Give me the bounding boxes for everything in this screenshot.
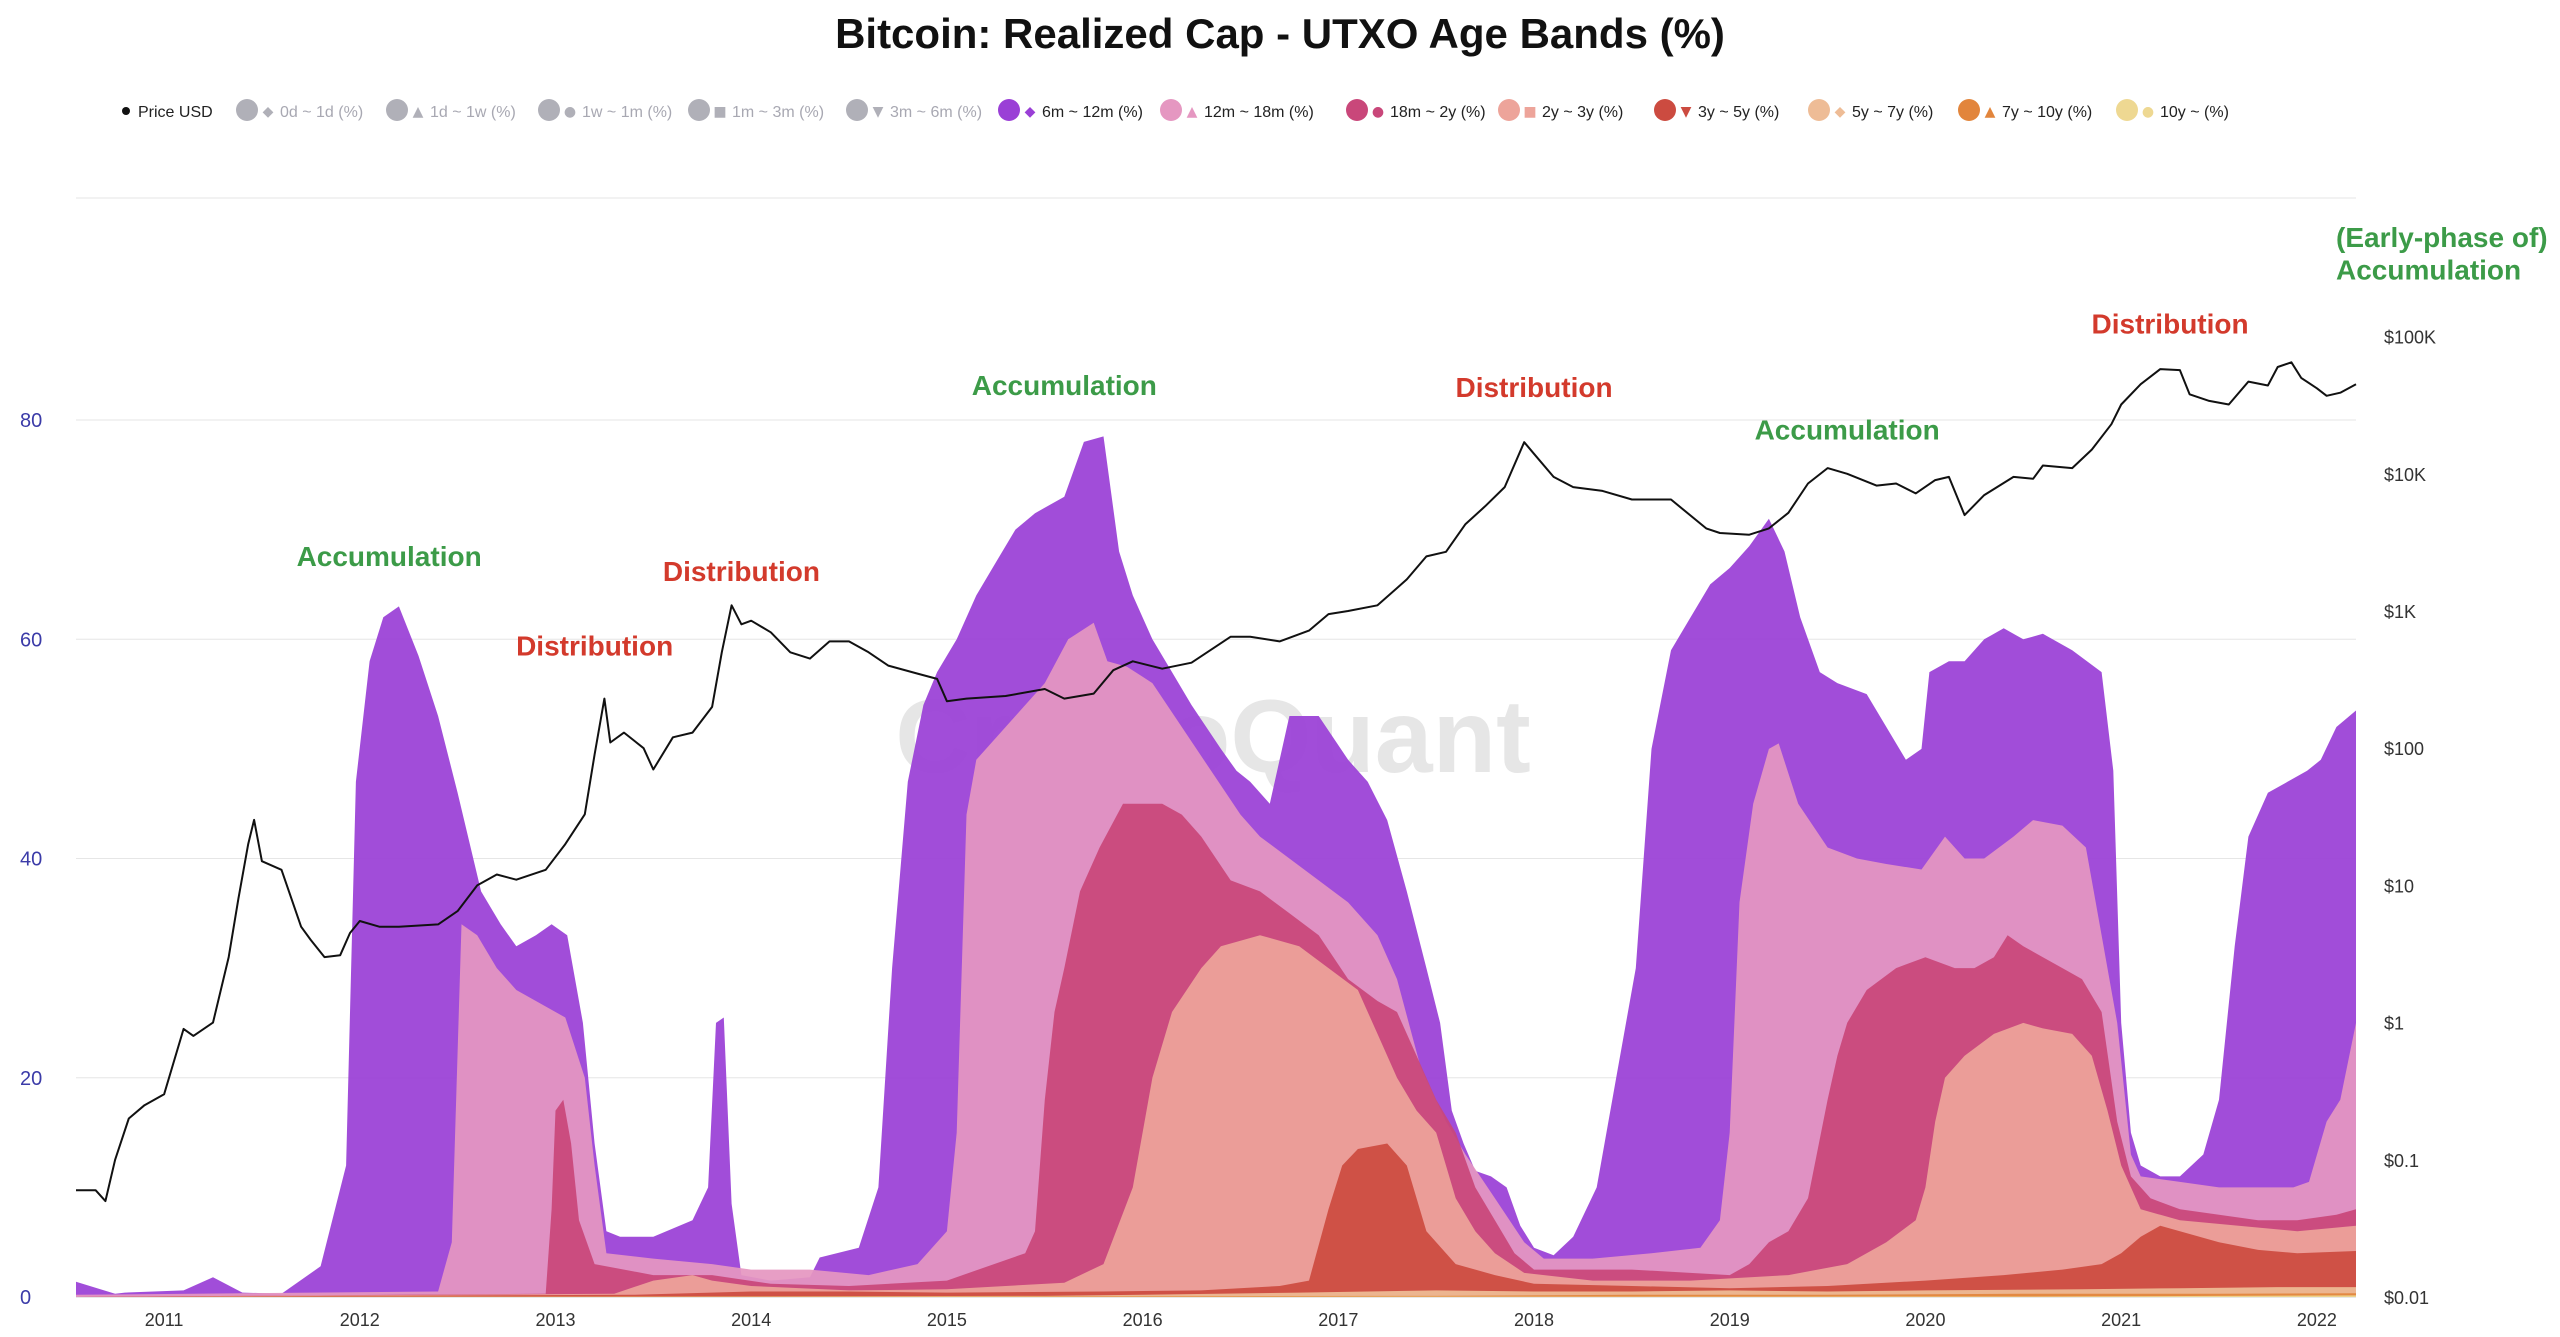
legend-label: 10y ~ (%): [2160, 104, 2229, 121]
legend-item-1d-1w: ▲ 1d ~ 1w (%): [386, 99, 516, 121]
legend-item-5y-7y: ◆ 5y ~ 7y (%): [1808, 99, 1933, 121]
legend-circle-icon: [236, 99, 258, 121]
legend-label: 12m ~ 18m (%): [1204, 104, 1314, 121]
y-tick-label: 80: [20, 410, 42, 432]
right-axis-label: $100: [2384, 739, 2424, 759]
legend-label: 1d ~ 1w (%): [430, 104, 516, 121]
x-tick-label: 2021: [2101, 1310, 2141, 1330]
right-axis-label: $1K: [2384, 602, 2416, 622]
x-tick-label: 2013: [535, 1310, 575, 1330]
annotation-accumulation: Accumulation: [2336, 255, 2521, 286]
legend-circle-icon: [998, 99, 1020, 121]
legend-circle-icon: [1498, 99, 1520, 121]
legend-item-0d-1d: ◆ 0d ~ 1d (%): [236, 99, 363, 121]
y-tick-label: 40: [20, 849, 42, 871]
legend-item-2y-3y: ■ 2y ~ 3y (%): [1498, 99, 1623, 121]
legend-item-18m-2y: ● 18m ~ 2y (%): [1346, 99, 1486, 121]
y-tick-label: 0: [20, 1287, 31, 1309]
x-tick-label: 2011: [145, 1310, 184, 1330]
legend-item-3m-6m: ▼ 3m ~ 6m (%): [846, 99, 982, 121]
legend-marker-icon: ◆: [1835, 104, 1846, 120]
x-tick-label: 2016: [1123, 1310, 1163, 1330]
legend-circle-icon: [1346, 99, 1368, 121]
legend-marker-icon: ◆: [263, 104, 274, 120]
x-tick-label: 2018: [1514, 1310, 1554, 1330]
legend-label: 3m ~ 6m (%): [890, 104, 982, 121]
legend-marker-icon: ●: [564, 104, 576, 120]
x-tick-label: 2015: [927, 1310, 967, 1330]
right-axis-label: $0.1: [2384, 1151, 2419, 1171]
legend-circle-icon: [1808, 99, 1830, 121]
annotation-accumulation: Accumulation: [1755, 415, 1940, 446]
right-axis-label: $10: [2384, 876, 2414, 896]
legend-item-price-usd: Price USD: [122, 104, 213, 121]
legend-label: 7y ~ 10y (%): [2002, 104, 2092, 121]
annotation-distribution: Distribution: [2092, 308, 2249, 339]
y-tick-label: 60: [20, 629, 42, 651]
legend-label: Price USD: [138, 104, 213, 121]
y-tick-label: 20: [20, 1068, 42, 1090]
legend-label: 2y ~ 3y (%): [1542, 104, 1623, 121]
legend-label: 1w ~ 1m (%): [582, 104, 672, 121]
legend-circle-icon: [846, 99, 868, 121]
legend-dot-icon: [122, 107, 130, 115]
legend-label: 1m ~ 3m (%): [732, 104, 824, 121]
legend-marker-icon: ■: [713, 104, 726, 120]
annotation-early-phase-of: (Early-phase of): [2336, 222, 2548, 253]
legend-item-1w-1m: ● 1w ~ 1m (%): [538, 99, 672, 121]
area-7y-10y: [76, 1293, 2356, 1297]
legend-circle-icon: [1160, 99, 1182, 121]
price-line: [76, 361, 2357, 1203]
legend-item-3y-5y: ▼ 3y ~ 5y (%): [1654, 99, 1779, 121]
legend-label: 3y ~ 5y (%): [1698, 104, 1779, 121]
x-tick-label: 2019: [1710, 1310, 1750, 1330]
legend-circle-icon: [538, 99, 560, 121]
legend-item-12m-18m: ▲ 12m ~ 18m (%): [1160, 99, 1314, 121]
annotation-accumulation: Accumulation: [297, 541, 482, 572]
chart-legend: Price USD ◆ 0d ~ 1d (%) ▲ 1d ~ 1w (%) ● 1w ~ 1…: [122, 99, 2229, 121]
legend-marker-icon: ●: [2142, 104, 2154, 120]
legend-circle-icon: [386, 99, 408, 121]
legend-label: 18m ~ 2y (%): [1390, 104, 1486, 121]
legend-item-7y-10y: ▲ 7y ~ 10y (%): [1958, 99, 2092, 121]
legend-item-10y: ● 10y ~ (%): [2116, 99, 2229, 121]
legend-label: 5y ~ 7y (%): [1852, 104, 1933, 121]
annotation-distribution: Distribution: [516, 631, 673, 662]
x-tick-label: 2017: [1318, 1310, 1358, 1330]
x-tick-label: 2012: [340, 1310, 380, 1330]
right-axis-label: $10K: [2384, 465, 2426, 485]
area-10y: [76, 1295, 2356, 1297]
legend-marker-icon: ▲: [413, 104, 424, 120]
area-5y-7y: [76, 1287, 2356, 1297]
legend-circle-icon: [1958, 99, 1980, 121]
legend-marker-icon: ▲: [1187, 104, 1198, 120]
legend-marker-icon: ▼: [873, 104, 884, 120]
legend-label: 6m ~ 12m (%): [1042, 104, 1143, 121]
legend-circle-icon: [1654, 99, 1676, 121]
legend-circle-icon: [2116, 99, 2138, 121]
legend-item-6m-12m: ◆ 6m ~ 12m (%): [998, 99, 1143, 121]
annotation-distribution: Distribution: [1455, 372, 1612, 403]
area-2y-3y: [76, 935, 2356, 1297]
legend-marker-icon: ▲: [1985, 104, 1996, 120]
legend-circle-icon: [688, 99, 710, 121]
annotation-distribution: Distribution: [663, 556, 820, 587]
right-axis-label: $1: [2384, 1014, 2404, 1034]
right-axis-label: $100K: [2384, 328, 2436, 348]
x-tick-label: 2020: [1905, 1310, 1945, 1330]
legend-marker-icon: ●: [1372, 104, 1384, 120]
chart-title: Bitcoin: Realized Cap - UTXO Age Bands (…: [835, 10, 1725, 57]
x-tick-label: 2014: [731, 1310, 771, 1330]
legend-marker-icon: ■: [1523, 104, 1536, 120]
legend-item-1m-3m: ■ 1m ~ 3m (%): [688, 99, 824, 121]
legend-marker-icon: ▼: [1681, 104, 1692, 120]
right-axis-label: $0.01: [2384, 1288, 2429, 1308]
legend-marker-icon: ◆: [1025, 104, 1036, 120]
x-tick-label: 2022: [2297, 1310, 2337, 1330]
annotation-accumulation: Accumulation: [972, 370, 1157, 401]
legend-label: 0d ~ 1d (%): [280, 104, 363, 121]
area-3y-5y: [76, 1143, 2356, 1297]
